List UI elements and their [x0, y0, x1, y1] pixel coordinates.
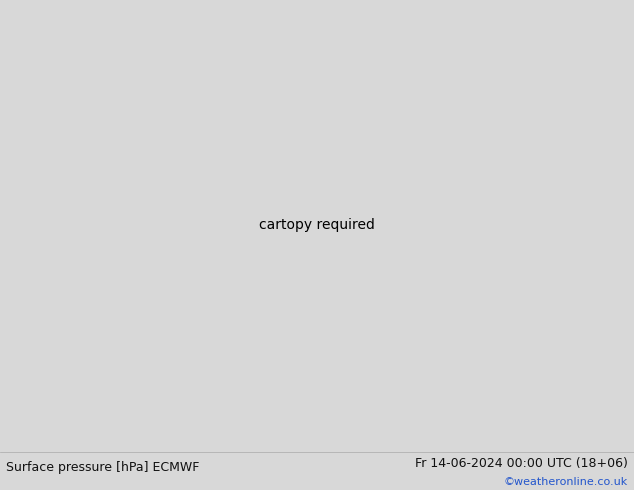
Text: Surface pressure [hPa] ECMWF: Surface pressure [hPa] ECMWF	[6, 461, 200, 474]
Text: cartopy required: cartopy required	[259, 219, 375, 232]
Text: ©weatheronline.co.uk: ©weatheronline.co.uk	[503, 477, 628, 487]
Text: Fr 14-06-2024 00:00 UTC (18+06): Fr 14-06-2024 00:00 UTC (18+06)	[415, 457, 628, 470]
